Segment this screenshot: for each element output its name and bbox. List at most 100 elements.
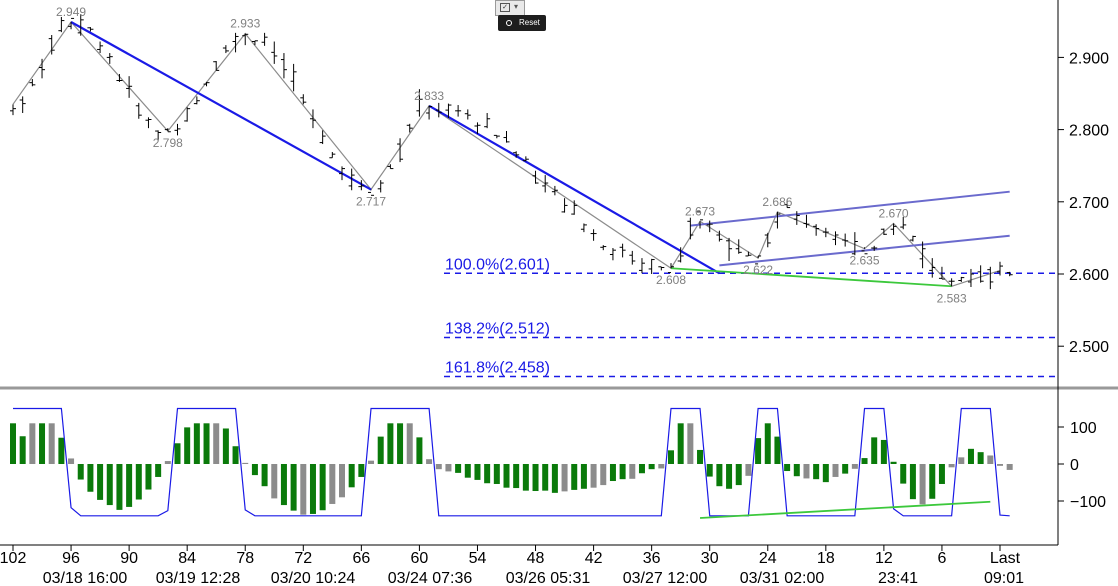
date-label: 03/18 16:00 bbox=[43, 570, 128, 586]
histogram-bar bbox=[319, 464, 326, 511]
swing-label: 2.608 bbox=[656, 273, 686, 287]
ohlc-bar bbox=[861, 247, 868, 255]
ohlc-bar bbox=[455, 105, 462, 117]
ohlc-bar bbox=[68, 17, 75, 30]
swing-label: 2.670 bbox=[879, 206, 909, 220]
swing-label: 2.673 bbox=[685, 204, 715, 218]
ohlc-bar bbox=[213, 61, 220, 71]
histogram-bar bbox=[339, 464, 345, 498]
date-label: 03/24 07:36 bbox=[388, 570, 473, 586]
histogram-bar bbox=[358, 464, 365, 477]
histogram-bar bbox=[406, 423, 413, 464]
ohlc-bar bbox=[58, 16, 65, 33]
osc-y-tick-label: 100 bbox=[1070, 420, 1097, 437]
x-tick-label: 72 bbox=[294, 550, 312, 567]
momentum-histogram bbox=[10, 407, 1013, 519]
histogram-bar bbox=[348, 464, 355, 488]
histogram-bar bbox=[638, 464, 645, 474]
histogram-bar bbox=[668, 450, 674, 464]
ohlc-bar bbox=[484, 112, 491, 129]
histogram-bar bbox=[174, 443, 181, 464]
histogram-bar bbox=[368, 460, 375, 464]
histogram-bar bbox=[416, 437, 423, 464]
histogram-bar bbox=[832, 464, 839, 477]
histogram-bar bbox=[861, 458, 868, 464]
histogram-bar bbox=[251, 464, 258, 476]
histogram-bar bbox=[648, 464, 655, 470]
ohlc-bar bbox=[803, 214, 810, 228]
reset-button[interactable]: Reset bbox=[498, 15, 546, 31]
histogram-bar bbox=[164, 461, 171, 464]
x-tick-label: 30 bbox=[701, 550, 719, 567]
histogram-bar bbox=[300, 464, 307, 515]
ohlc-bar bbox=[358, 180, 365, 191]
ohlc-bar bbox=[271, 41, 278, 64]
histogram-bar bbox=[687, 423, 694, 464]
chart-toolbar[interactable]: ✓ ▾ bbox=[495, 0, 525, 16]
ohlc-bar bbox=[368, 189, 375, 196]
ohlc-bar bbox=[668, 263, 674, 274]
fib-label-0: 100.0%(2.601) bbox=[445, 256, 550, 273]
ohlc-bars bbox=[10, 14, 1013, 290]
x-tick-label: 66 bbox=[352, 550, 370, 567]
ohlc-bar bbox=[997, 261, 1003, 276]
ohlc-bar bbox=[532, 170, 539, 184]
dropdown-caret-icon[interactable]: ▾ bbox=[514, 2, 519, 11]
x-tick-label: 84 bbox=[178, 550, 196, 567]
histogram-bar bbox=[813, 464, 820, 480]
histogram-bar bbox=[19, 436, 26, 464]
swing-label: 2.833 bbox=[414, 89, 444, 103]
y-tick-label: 2.500 bbox=[1069, 339, 1109, 356]
histogram-bar bbox=[571, 464, 578, 490]
ohlc-bar bbox=[822, 227, 829, 238]
support-line bbox=[670, 267, 952, 288]
histogram-bar bbox=[600, 464, 607, 486]
histogram-bar bbox=[948, 464, 955, 468]
ohlc-bar bbox=[48, 35, 55, 55]
ohlc-bar bbox=[697, 211, 704, 229]
ohlc-bar bbox=[909, 235, 916, 242]
ohlc-bar bbox=[687, 217, 694, 240]
fibonacci-levels: 100.0%(2.601) 138.2%(2.512) 161.8%(2.458) bbox=[444, 256, 1058, 378]
ohlc-bar bbox=[755, 255, 762, 265]
histogram-bar bbox=[329, 464, 336, 504]
histogram-bar bbox=[755, 438, 762, 464]
x-tick-label: 42 bbox=[585, 550, 603, 567]
x-tick-label: 36 bbox=[643, 550, 661, 567]
ohlc-bar bbox=[135, 102, 142, 119]
histogram-bar bbox=[222, 428, 229, 464]
ohlc-bar bbox=[938, 266, 945, 280]
histogram-bar bbox=[890, 461, 897, 464]
ohlc-bar bbox=[638, 258, 645, 274]
ohlc-bar bbox=[261, 32, 268, 46]
y-tick-label: 2.700 bbox=[1069, 195, 1109, 212]
ohlc-bar bbox=[155, 130, 162, 141]
ohlc-bar bbox=[580, 223, 587, 233]
chart-type-icon[interactable]: ✓ bbox=[500, 3, 510, 12]
ohlc-bar bbox=[677, 247, 684, 263]
histogram-bar bbox=[677, 423, 684, 464]
ohlc-bar bbox=[609, 248, 616, 261]
oscillator-line bbox=[13, 407, 1010, 517]
histogram-bar bbox=[97, 464, 104, 500]
histogram-bar bbox=[309, 464, 316, 514]
x-tick-label: 12 bbox=[875, 550, 893, 567]
histogram-bar bbox=[532, 464, 539, 492]
histogram-bar bbox=[871, 437, 878, 464]
histogram-bar bbox=[987, 455, 994, 464]
histogram-bar bbox=[387, 423, 394, 464]
ohlc-bar bbox=[706, 220, 713, 233]
ohlc-bar bbox=[987, 266, 994, 290]
ohlc-bar bbox=[319, 130, 326, 145]
x-tick-label: 6 bbox=[937, 550, 946, 567]
histogram-bar bbox=[184, 427, 191, 464]
histogram-bar bbox=[619, 464, 626, 480]
ohlc-bar bbox=[222, 45, 229, 54]
reset-label: Reset bbox=[519, 18, 540, 27]
histogram-bar bbox=[203, 423, 210, 464]
histogram-bar bbox=[590, 464, 597, 488]
ohlc-bar bbox=[474, 122, 481, 134]
histogram-bar bbox=[716, 464, 723, 487]
x-tick-label: 60 bbox=[411, 550, 429, 567]
histogram-bar bbox=[232, 446, 239, 464]
